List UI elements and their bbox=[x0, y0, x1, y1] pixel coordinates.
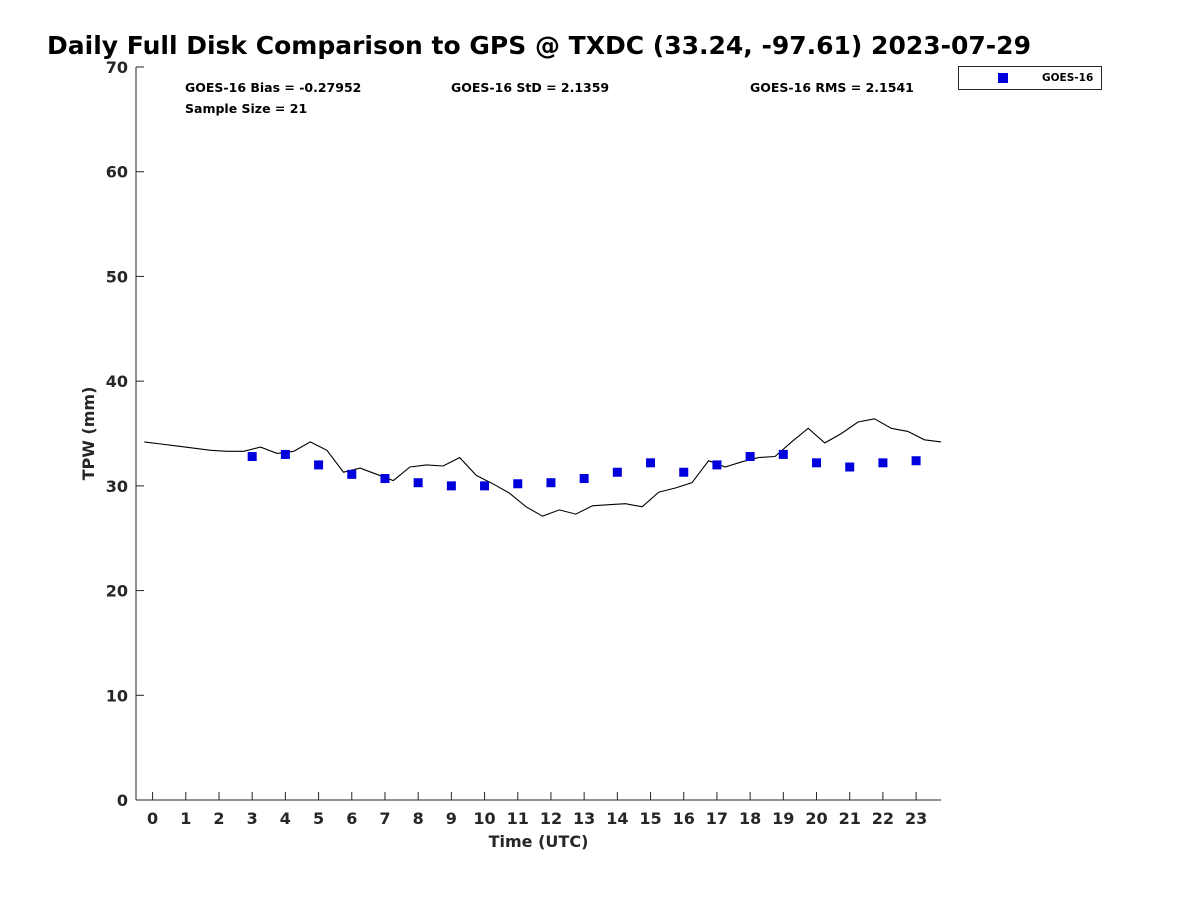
x-tick-label: 8 bbox=[413, 809, 424, 828]
goes16-data-point bbox=[480, 481, 490, 491]
goes16-data-point bbox=[812, 458, 822, 468]
x-tick-label: 18 bbox=[739, 809, 761, 828]
goes16-data-point bbox=[347, 469, 357, 479]
y-tick-label: 30 bbox=[106, 477, 128, 496]
x-tick-label: 10 bbox=[473, 809, 495, 828]
goes16-data-point bbox=[878, 458, 888, 468]
x-tick-label: 2 bbox=[213, 809, 224, 828]
x-tick-label: 23 bbox=[905, 809, 927, 828]
goes16-data-point bbox=[380, 474, 390, 484]
sample-size-annotation: Sample Size = 21 bbox=[185, 101, 307, 116]
goes16-data-point bbox=[314, 460, 324, 470]
goes16-data-point bbox=[778, 449, 788, 459]
y-tick-label: 0 bbox=[117, 791, 128, 810]
x-tick-label: 6 bbox=[346, 809, 357, 828]
legend-box bbox=[958, 66, 1102, 90]
x-axis-label: Time (UTC) bbox=[489, 832, 589, 851]
x-tick-label: 7 bbox=[379, 809, 390, 828]
y-tick-label: 10 bbox=[106, 686, 128, 705]
x-tick-label: 20 bbox=[805, 809, 827, 828]
x-tick-label: 9 bbox=[446, 809, 457, 828]
x-tick-label: 3 bbox=[247, 809, 258, 828]
std-annotation: GOES-16 StD = 2.1359 bbox=[451, 80, 609, 95]
goes16-data-point bbox=[513, 479, 523, 489]
goes16-data-point bbox=[712, 460, 722, 470]
goes16-data-point bbox=[679, 467, 689, 477]
gps-series-line bbox=[144, 418, 942, 517]
y-tick-label: 20 bbox=[106, 582, 128, 601]
y-tick-label: 40 bbox=[106, 372, 128, 391]
bias-annotation: GOES-16 Bias = -0.27952 bbox=[185, 80, 361, 95]
legend-square-marker-icon bbox=[998, 73, 1008, 83]
goes16-data-point bbox=[579, 474, 589, 484]
rms-annotation: GOES-16 RMS = 2.1541 bbox=[750, 80, 914, 95]
goes16-data-point bbox=[911, 456, 921, 466]
y-tick-label: 70 bbox=[106, 58, 128, 77]
chart-title: Daily Full Disk Comparison to GPS @ TXDC… bbox=[47, 31, 1031, 60]
x-tick-label: 13 bbox=[573, 809, 595, 828]
goes16-data-point bbox=[745, 452, 755, 462]
x-tick-label: 15 bbox=[639, 809, 661, 828]
x-tick-label: 16 bbox=[673, 809, 695, 828]
goes16-data-point bbox=[612, 467, 622, 477]
x-tick-label: 19 bbox=[772, 809, 794, 828]
x-tick-label: 5 bbox=[313, 809, 324, 828]
goes16-series-points bbox=[247, 449, 921, 491]
x-tick-label: 11 bbox=[507, 809, 529, 828]
goes16-data-point bbox=[413, 478, 423, 488]
y-tick-label: 60 bbox=[106, 163, 128, 182]
plot-frame bbox=[135, 67, 941, 801]
x-axis-ticks: 0 1 2 3 4 5 6 7 8 9 10 11 12 13 14 15 16 17 18 19 20 21 22 23 bbox=[147, 792, 927, 828]
goes16-data-point bbox=[446, 481, 456, 491]
y-tick-label: 50 bbox=[106, 267, 128, 286]
x-tick-label: 22 bbox=[872, 809, 894, 828]
x-tick-label: 1 bbox=[180, 809, 191, 828]
y-axis-label: TPW (mm) bbox=[79, 387, 98, 481]
x-tick-label: 12 bbox=[540, 809, 562, 828]
goes16-data-point bbox=[280, 449, 290, 459]
goes16-data-point bbox=[646, 458, 656, 468]
statistics-annotations: GOES-16 Bias = -0.27952 GOES-16 StD = 2.… bbox=[185, 80, 914, 116]
x-tick-label: 0 bbox=[147, 809, 158, 828]
goes16-data-point bbox=[247, 452, 257, 462]
gps-tpw-line bbox=[144, 418, 942, 517]
goes16-data-point bbox=[845, 462, 855, 472]
legend: GOES-16 bbox=[958, 66, 1102, 90]
y-axis-ticks: 0 10 20 30 40 50 60 70 bbox=[106, 58, 144, 810]
x-tick-label: 14 bbox=[606, 809, 628, 828]
goes16-data-point bbox=[546, 478, 556, 488]
x-tick-label: 4 bbox=[280, 809, 291, 828]
legend-entry-goes16: GOES-16 bbox=[1042, 72, 1093, 84]
x-tick-label: 17 bbox=[706, 809, 728, 828]
x-tick-label: 21 bbox=[839, 809, 861, 828]
